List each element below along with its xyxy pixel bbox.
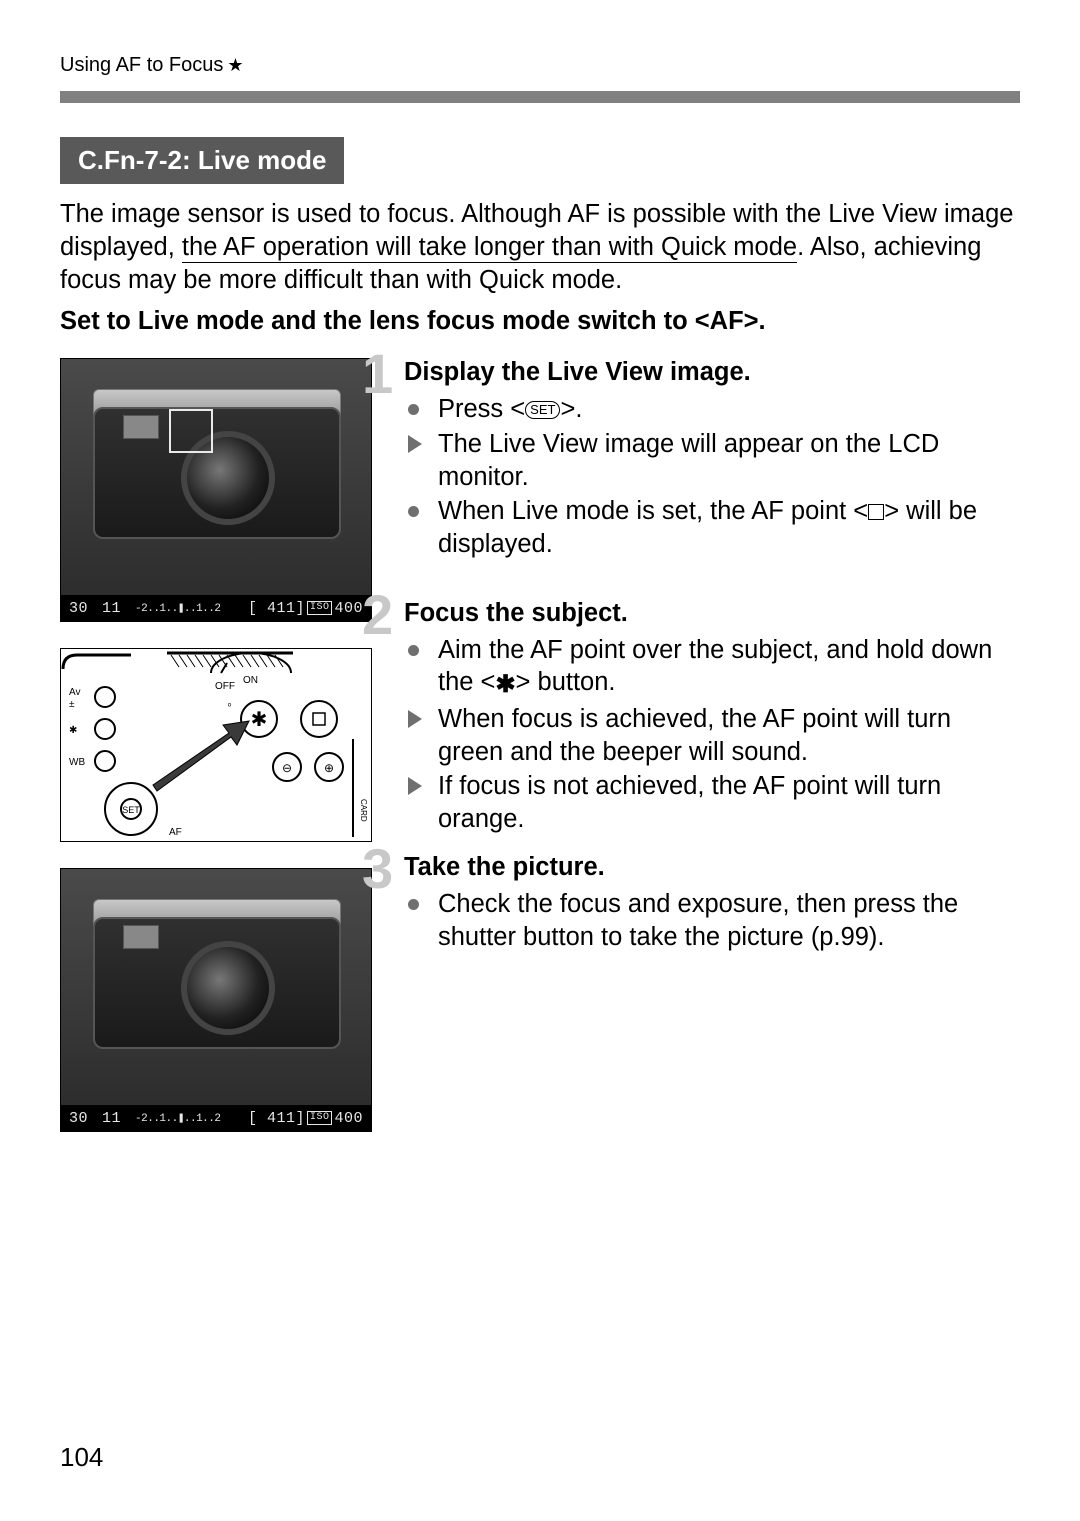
bullet-dot-icon bbox=[408, 645, 419, 656]
svg-text:SET: SET bbox=[122, 805, 140, 815]
lcd-shots: [ 411] bbox=[248, 600, 305, 617]
diagram-svg: ON OFF ✱ ◦ ⊖ ⊕ bbox=[61, 649, 372, 842]
section-tag: C.Fn-7-2: Live mode bbox=[60, 137, 344, 184]
set-line: Set to Live mode and the lens focus mode… bbox=[60, 307, 1020, 336]
svg-text:◦: ◦ bbox=[227, 696, 232, 712]
lcd-exposure-scale-2: -2..1..❚..1..2 bbox=[135, 1111, 220, 1125]
lcd-info-bar-2: 30 11 -2..1..❚..1..2 [ 411] ISO 400 bbox=[61, 1105, 371, 1131]
set-line-pre: Set to Live mode and the lens focus mode… bbox=[60, 307, 710, 335]
svg-text:⊖: ⊖ bbox=[282, 761, 292, 775]
camera-viewfinder-2 bbox=[123, 925, 159, 949]
page-number: 104 bbox=[60, 1442, 103, 1473]
lcd-exposure-scale: -2..1..❚..1..2 bbox=[135, 601, 220, 615]
svg-text:OFF: OFF bbox=[215, 681, 235, 692]
svg-text:✱: ✱ bbox=[251, 709, 268, 731]
svg-text:✱: ✱ bbox=[69, 725, 77, 736]
bullet-triangle-icon bbox=[408, 435, 422, 453]
iso-icon-2: ISO bbox=[307, 1111, 333, 1125]
step-1-title: Display the Live View image. bbox=[404, 358, 1020, 387]
bullet-triangle-icon bbox=[408, 710, 422, 728]
svg-text:Av: Av bbox=[69, 687, 81, 698]
lcd-preview-2 bbox=[61, 869, 371, 1105]
lcd-aperture-2: 11 bbox=[102, 1110, 121, 1127]
intro-underlined: the AF operation will take longer than w… bbox=[182, 233, 797, 263]
lcd-shutter: 30 bbox=[69, 600, 88, 617]
svg-text:CARD: CARD bbox=[359, 799, 368, 822]
svg-text:±: ± bbox=[69, 699, 75, 710]
set-button-icon: SET bbox=[525, 401, 560, 419]
step-2-item-1: Aim the AF point over the subject, and h… bbox=[408, 634, 1020, 701]
lcd-preview bbox=[61, 359, 371, 595]
lcd-iso: 400 bbox=[334, 600, 363, 617]
top-rule bbox=[60, 91, 1020, 103]
camera-lens-2 bbox=[181, 941, 275, 1035]
bullet-dot-icon bbox=[408, 899, 419, 910]
svg-text:ON: ON bbox=[243, 675, 258, 686]
step-1: 1 Display the Live View image. Press <SE… bbox=[398, 358, 1020, 560]
iso-icon: ISO bbox=[307, 601, 333, 615]
running-head-text: Using AF to Focus bbox=[60, 54, 223, 77]
step-2-title: Focus the subject. bbox=[404, 599, 1020, 628]
star-button-icon: ✱ bbox=[495, 671, 515, 698]
step-3: 3 Take the picture. Check the focus and … bbox=[398, 853, 1020, 953]
step-1-item-1: Press <SET>. bbox=[408, 393, 1020, 426]
camera-viewfinder bbox=[123, 415, 159, 439]
step-2-item-3: If focus is not achieved, the AF point w… bbox=[408, 770, 1020, 835]
left-column: 30 11 -2..1..❚..1..2 [ 411] ISO 400 bbox=[60, 358, 372, 1158]
lcd-iso-2: 400 bbox=[334, 1110, 363, 1127]
step-1-item-3: When Live mode is set, the AF point <> w… bbox=[408, 495, 1020, 560]
running-head: Using AF to Focus ★ bbox=[60, 54, 1020, 77]
lcd-info-bar: 30 11 -2..1..❚..1..2 [ 411] ISO 400 bbox=[61, 595, 371, 621]
live-view-thumbnail-2: 30 11 -2..1..❚..1..2 [ 411] ISO 400 bbox=[60, 868, 372, 1132]
step-1-item-2: The Live View image will appear on the L… bbox=[408, 428, 1020, 493]
bullet-dot-icon bbox=[408, 404, 419, 415]
lcd-aperture: 11 bbox=[102, 600, 121, 617]
step-2: 2 Focus the subject. Aim the AF point ov… bbox=[398, 599, 1020, 836]
lcd-shots-2: [ 411] bbox=[248, 1110, 305, 1127]
step-3-item-1: Check the focus and exposure, then press… bbox=[408, 888, 1020, 953]
step-number: 2 bbox=[362, 587, 393, 643]
svg-text:⊕: ⊕ bbox=[324, 761, 334, 775]
step-number: 1 bbox=[362, 346, 393, 402]
svg-text:AF: AF bbox=[169, 827, 182, 838]
svg-text:WB: WB bbox=[69, 757, 85, 768]
af-square-icon bbox=[868, 504, 884, 520]
star-icon: ★ bbox=[227, 55, 243, 76]
step-number: 3 bbox=[362, 841, 393, 897]
step-3-title: Take the picture. bbox=[404, 853, 1020, 882]
af-label: AF bbox=[710, 307, 744, 335]
lcd-shutter-2: 30 bbox=[69, 1110, 88, 1127]
bullet-dot-icon bbox=[408, 506, 419, 517]
bullet-triangle-icon bbox=[408, 777, 422, 795]
set-line-post: >. bbox=[744, 307, 766, 335]
af-point-box-icon bbox=[169, 409, 213, 453]
right-column: 1 Display the Live View image. Press <SE… bbox=[398, 358, 1020, 1158]
camera-back-diagram: ON OFF ✱ ◦ ⊖ ⊕ bbox=[60, 648, 372, 842]
step-2-item-2: When focus is achieved, the AF point wil… bbox=[408, 703, 1020, 768]
live-view-thumbnail-1: 30 11 -2..1..❚..1..2 [ 411] ISO 400 bbox=[60, 358, 372, 622]
intro-paragraph: The image sensor is used to focus. Altho… bbox=[60, 198, 1020, 297]
